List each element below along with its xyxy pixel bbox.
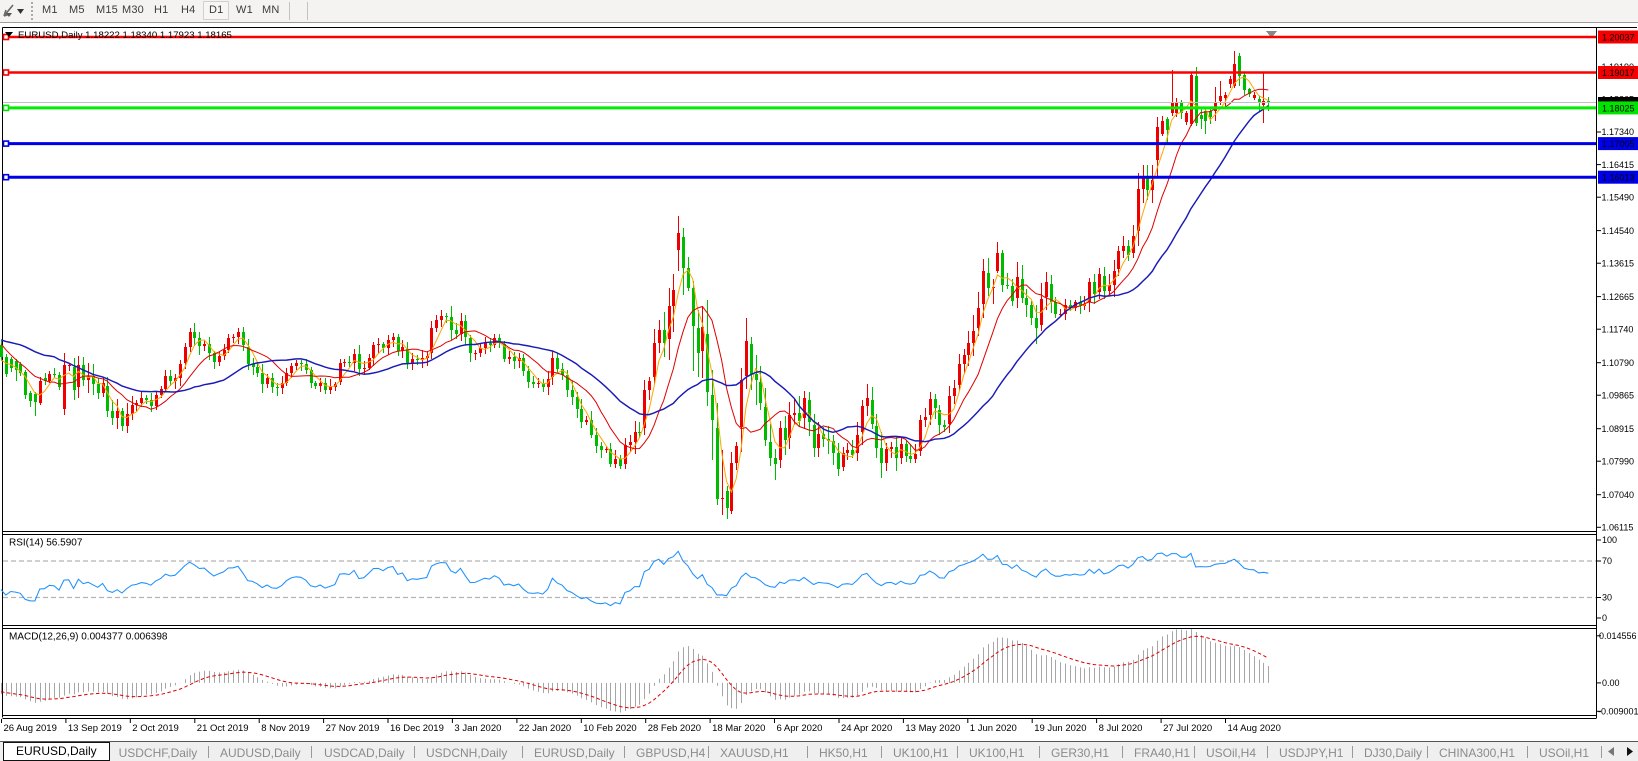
svg-text:1.13615: 1.13615 xyxy=(1602,258,1635,268)
svg-text:6 Apr 2020: 6 Apr 2020 xyxy=(777,723,823,734)
svg-text:1.08915: 1.08915 xyxy=(1602,424,1635,434)
svg-text:1.15490: 1.15490 xyxy=(1602,192,1635,202)
svg-text:10 Feb 2020: 10 Feb 2020 xyxy=(583,723,636,734)
svg-text:1.17005: 1.17005 xyxy=(1602,139,1635,149)
svg-text:8 Jul 2020: 8 Jul 2020 xyxy=(1099,723,1143,734)
svg-text:70: 70 xyxy=(1602,556,1612,566)
svg-text:1.06115: 1.06115 xyxy=(1602,523,1634,533)
svg-text:1.19017: 1.19017 xyxy=(1602,68,1635,78)
svg-text:19 Jun 2020: 19 Jun 2020 xyxy=(1034,723,1086,734)
svg-text:13 Sep 2019: 13 Sep 2019 xyxy=(68,723,122,734)
svg-text:100: 100 xyxy=(1602,535,1617,545)
svg-text:1.11740: 1.11740 xyxy=(1602,324,1634,334)
svg-text:-0.009001: -0.009001 xyxy=(1598,707,1638,717)
svg-text:16 Dec 2019: 16 Dec 2019 xyxy=(390,723,444,734)
svg-text:27 Nov 2019: 27 Nov 2019 xyxy=(326,723,380,734)
svg-text:1.12665: 1.12665 xyxy=(1602,292,1635,302)
svg-text:21 Oct 2019: 21 Oct 2019 xyxy=(197,723,249,734)
svg-text:1.17340: 1.17340 xyxy=(1602,127,1635,137)
svg-text:0.014556: 0.014556 xyxy=(1599,631,1637,641)
svg-text:RSI(14) 56.5907: RSI(14) 56.5907 xyxy=(9,538,83,549)
svg-text:24 Apr 2020: 24 Apr 2020 xyxy=(841,723,892,734)
svg-text:18 Mar 2020: 18 Mar 2020 xyxy=(712,723,765,734)
svg-text:0.00: 0.00 xyxy=(1602,678,1620,688)
svg-text:1 Jun 2020: 1 Jun 2020 xyxy=(970,723,1017,734)
svg-text:2 Oct 2019: 2 Oct 2019 xyxy=(132,723,178,734)
svg-text:1.07040: 1.07040 xyxy=(1602,490,1635,500)
svg-text:22 Jan 2020: 22 Jan 2020 xyxy=(519,723,571,734)
svg-text:8 Nov 2019: 8 Nov 2019 xyxy=(261,723,310,734)
svg-text:1.10790: 1.10790 xyxy=(1602,358,1635,368)
svg-text:1.14540: 1.14540 xyxy=(1602,226,1635,236)
svg-text:MACD(12,26,9) 0.004377 0.00639: MACD(12,26,9) 0.004377 0.006398 xyxy=(9,632,168,643)
svg-text:1.18025: 1.18025 xyxy=(1602,103,1635,113)
svg-text:1.16013: 1.16013 xyxy=(1602,173,1635,183)
svg-text:27 Jul 2020: 27 Jul 2020 xyxy=(1163,723,1212,734)
svg-text:1.20037: 1.20037 xyxy=(1602,33,1635,43)
svg-text:1.16415: 1.16415 xyxy=(1602,160,1635,170)
svg-text:28 Feb 2020: 28 Feb 2020 xyxy=(648,723,701,734)
svg-text:1.07990: 1.07990 xyxy=(1602,456,1635,466)
svg-text:14 Aug 2020: 14 Aug 2020 xyxy=(1228,723,1281,734)
svg-text:1.09865: 1.09865 xyxy=(1602,390,1635,400)
svg-text:13 May 2020: 13 May 2020 xyxy=(905,723,960,734)
svg-text:EURUSD,Daily 1.18222 1.18340 1: EURUSD,Daily 1.18222 1.18340 1.17923 1.1… xyxy=(18,30,232,41)
svg-text:0: 0 xyxy=(1602,613,1607,623)
svg-text:26 Aug 2019: 26 Aug 2019 xyxy=(4,723,57,734)
svg-text:3 Jan 2020: 3 Jan 2020 xyxy=(454,723,501,734)
svg-text:30: 30 xyxy=(1602,593,1612,603)
